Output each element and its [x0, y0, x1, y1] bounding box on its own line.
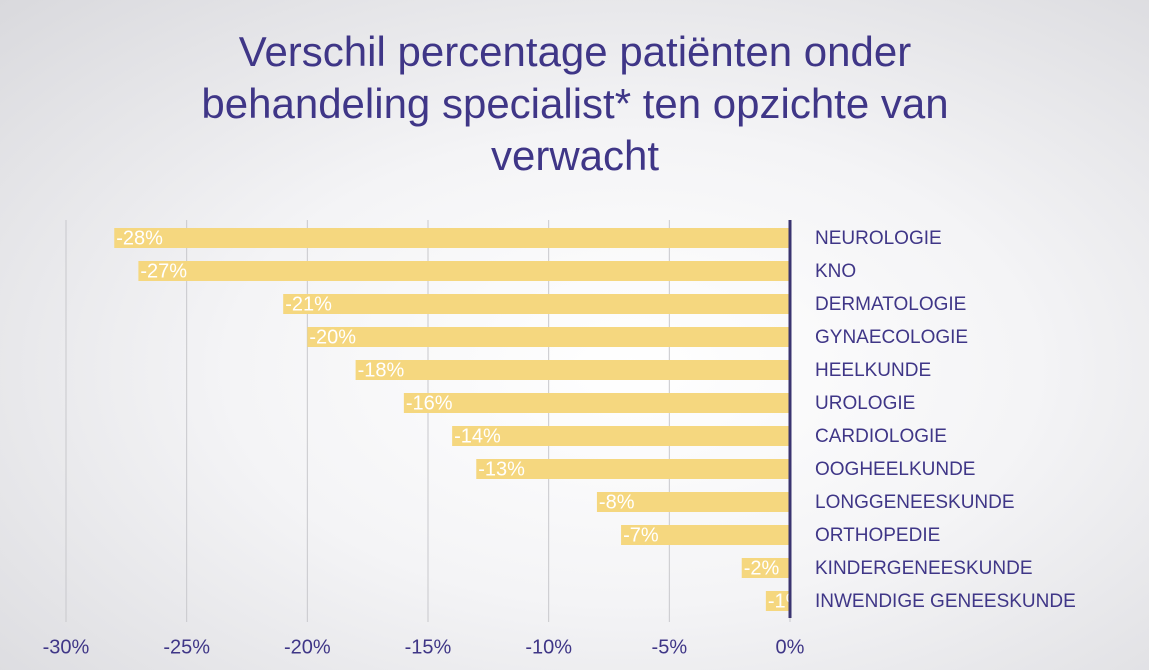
data-label: -28%: [116, 227, 163, 249]
data-label: -13%: [478, 458, 525, 480]
x-tick-label: -25%: [163, 636, 210, 658]
chart-title: Verschil percentage patiënten onder beha…: [201, 28, 949, 179]
x-tick-label: -5%: [652, 636, 688, 658]
y-tick-label: ORTHOPEDIE: [815, 525, 940, 546]
data-label: -7%: [623, 524, 659, 546]
y-tick-label: OOGHEELKUNDE: [815, 459, 975, 480]
y-tick-label: KINDERGENEESKUNDE: [815, 558, 1033, 579]
x-tick-label: -20%: [284, 636, 331, 658]
x-tick-label: -15%: [405, 636, 452, 658]
data-label: -14%: [454, 425, 501, 447]
y-tick-label: UROLOGIE: [815, 393, 915, 414]
y-tick-label: KNO: [815, 261, 856, 282]
bar: [452, 426, 790, 446]
y-tick-label: HEELKUNDE: [815, 360, 931, 381]
bar: [621, 525, 790, 545]
data-label: -27%: [140, 260, 187, 282]
bar: [476, 459, 790, 479]
y-tick-label: NEUROLOGIE: [815, 228, 942, 249]
y-tick-label: LONGGENEESKUNDE: [815, 492, 1015, 513]
data-label: -1%: [768, 590, 804, 612]
bar: [403, 393, 790, 413]
bar: [138, 261, 790, 281]
bar: [355, 360, 790, 380]
x-tick-label: -30%: [43, 636, 90, 658]
data-label: -2%: [744, 557, 780, 579]
y-tick-label: DERMATOLOGIE: [815, 294, 966, 315]
x-tick-label: -10%: [525, 636, 572, 658]
bar: [596, 492, 790, 512]
bar: [741, 558, 790, 578]
bar: [765, 591, 790, 611]
y-tick-label: GYNAECOLOGIE: [815, 327, 968, 348]
data-label: -18%: [358, 359, 405, 381]
bar: [283, 294, 790, 314]
y-tick-label: INWENDIGE GENEESKUNDE: [815, 591, 1076, 612]
data-label: -20%: [309, 326, 356, 348]
data-label: -21%: [285, 293, 332, 315]
x-tick-label: 0%: [776, 636, 805, 658]
y-tick-label: CARDIOLOGIE: [815, 426, 947, 447]
bar: [307, 327, 790, 347]
data-label: -16%: [406, 392, 453, 414]
data-label: -8%: [599, 491, 635, 513]
bar: [114, 228, 791, 248]
